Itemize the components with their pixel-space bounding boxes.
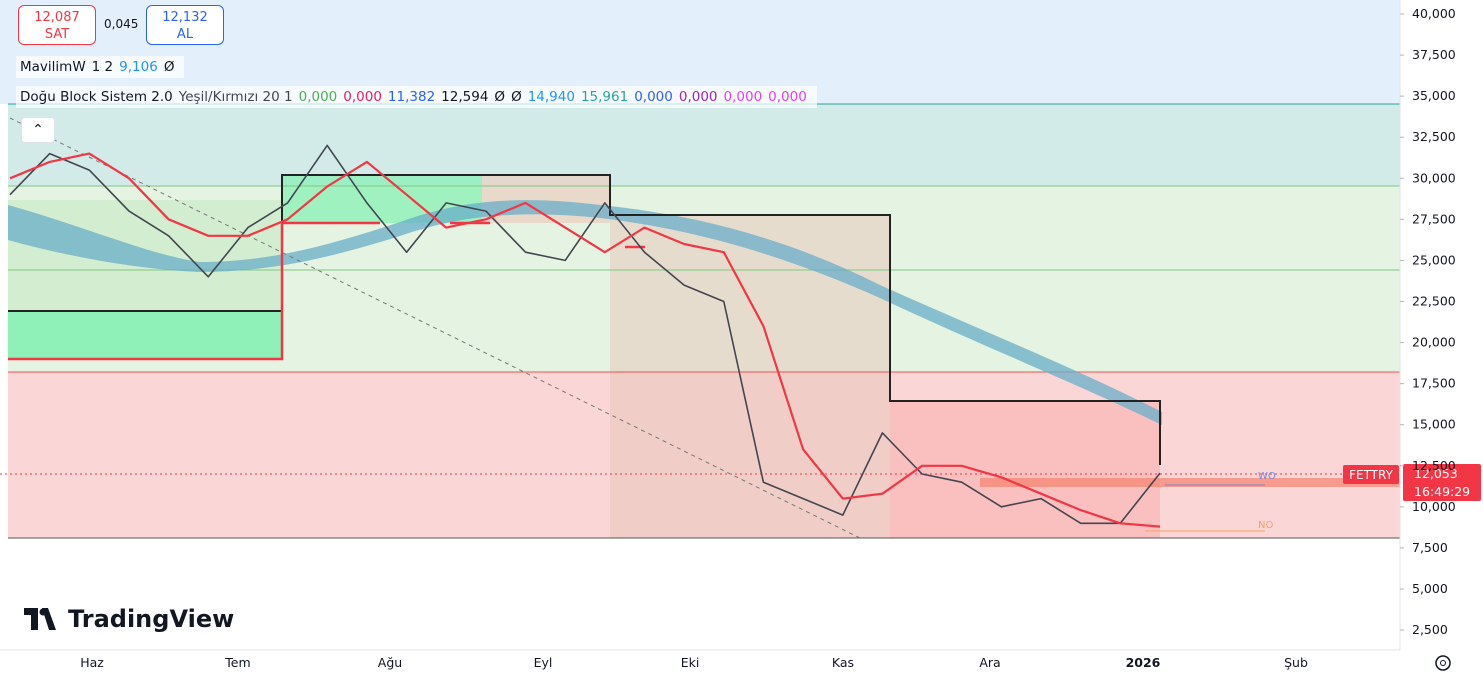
countdown: 16:49:29 <box>1414 484 1470 499</box>
x-tick-label: Ara <box>979 655 1000 670</box>
zone <box>8 310 282 360</box>
y-tick-label: 12,500 <box>1412 458 1456 473</box>
settings-icon[interactable] <box>1435 655 1451 671</box>
y-tick-label: 37,500 <box>1412 47 1456 62</box>
y-tick-label: 40,000 <box>1412 6 1456 21</box>
x-tick-label: Kas <box>832 655 854 670</box>
indicator-text: 0,000 <box>678 89 718 105</box>
price-axis <box>1400 0 1483 682</box>
y-tick-label: 15,000 <box>1412 417 1456 432</box>
y-tick-label: 2,500 <box>1412 622 1448 637</box>
y-tick-label: 35,000 <box>1412 88 1456 103</box>
no-label: NO <box>1258 520 1273 531</box>
indicator-row[interactable]: MavilimW 1 2 9,106 Ø <box>16 56 185 78</box>
y-tick-label: 17,500 <box>1412 376 1456 391</box>
indicator-text: Ø <box>163 59 175 75</box>
indicator-text: 1 2 <box>91 59 114 75</box>
y-tick-label: 25,000 <box>1412 252 1456 267</box>
indicator-text: 0,000 <box>723 89 763 105</box>
cloud-band <box>8 200 1162 425</box>
indicator-text: 0,000 <box>768 89 807 105</box>
sell-button[interactable]: 12,087 SAT <box>18 5 96 45</box>
zone <box>980 478 1400 487</box>
x-tick-label: 2026 <box>1126 655 1161 670</box>
x-tick-label: Haz <box>80 655 104 670</box>
indicator-text: 15,961 <box>580 89 629 105</box>
series-line <box>9 144 1161 525</box>
x-tick-label: Ağu <box>378 655 402 670</box>
indicator-text: MavilimW <box>20 59 86 75</box>
buy-label: AL <box>176 27 194 42</box>
wo-label: WO <box>1258 471 1276 482</box>
sell-label: SAT <box>44 27 70 42</box>
series-line <box>9 152 1161 528</box>
brand-name: TradingView <box>68 605 234 633</box>
price-tag <box>1403 464 1481 501</box>
indicator-text: Ø <box>511 89 522 105</box>
zone <box>610 215 890 538</box>
y-tick-label: 20,000 <box>1412 335 1456 350</box>
indicator-text: Ø <box>494 89 506 105</box>
x-tick-label: Eyl <box>534 655 553 670</box>
spread: 0,045 <box>104 17 139 31</box>
zone <box>8 104 1400 186</box>
y-tick-label: 10,000 <box>1412 499 1456 514</box>
indicator-text: 0,000 <box>634 89 673 105</box>
indicator-text: Yeşil/Kırmızı 20 1 <box>178 89 293 105</box>
y-tick-label: 22,500 <box>1412 293 1456 308</box>
buy-price: 12,132 <box>162 10 208 25</box>
indicator-text: Doğu Block Sistem 2.0 <box>20 89 173 105</box>
trend-line <box>9 117 861 539</box>
indicator-text: 0,000 <box>298 89 338 105</box>
indicator-text: 9,106 <box>119 59 158 75</box>
buy-button[interactable]: 12,132 AL <box>146 5 224 45</box>
last-price: 12,053 <box>1414 466 1458 481</box>
x-tick-label: Eki <box>681 655 700 670</box>
indicator-row[interactable]: Doğu Block Sistem 2.0 Yeşil/Kırmızı 20 1 0… <box>16 86 817 108</box>
indicator-text: 12,594 <box>441 89 489 105</box>
collapse-button[interactable]: ⌃ <box>21 117 55 143</box>
y-tick-label: 32,500 <box>1412 129 1456 144</box>
sell-price: 12,087 <box>34 10 80 25</box>
y-tick-label: 30,000 <box>1412 170 1456 185</box>
indicator-text: 0,000 <box>343 89 382 105</box>
y-tick-label: 5,000 <box>1412 581 1448 596</box>
symbol-name: FETTRY <box>1349 468 1394 482</box>
indicator-text: 14,940 <box>527 89 575 105</box>
symbol-tag <box>1343 465 1399 484</box>
zone <box>890 401 1160 538</box>
y-tick-label: 7,500 <box>1412 540 1448 555</box>
x-tick-label: Şub <box>1284 655 1308 670</box>
x-tick-label: Tem <box>224 655 250 670</box>
indicator-text: 11,382 <box>387 89 436 105</box>
brand-logo <box>24 608 56 630</box>
y-tick-label: 27,500 <box>1412 211 1456 226</box>
